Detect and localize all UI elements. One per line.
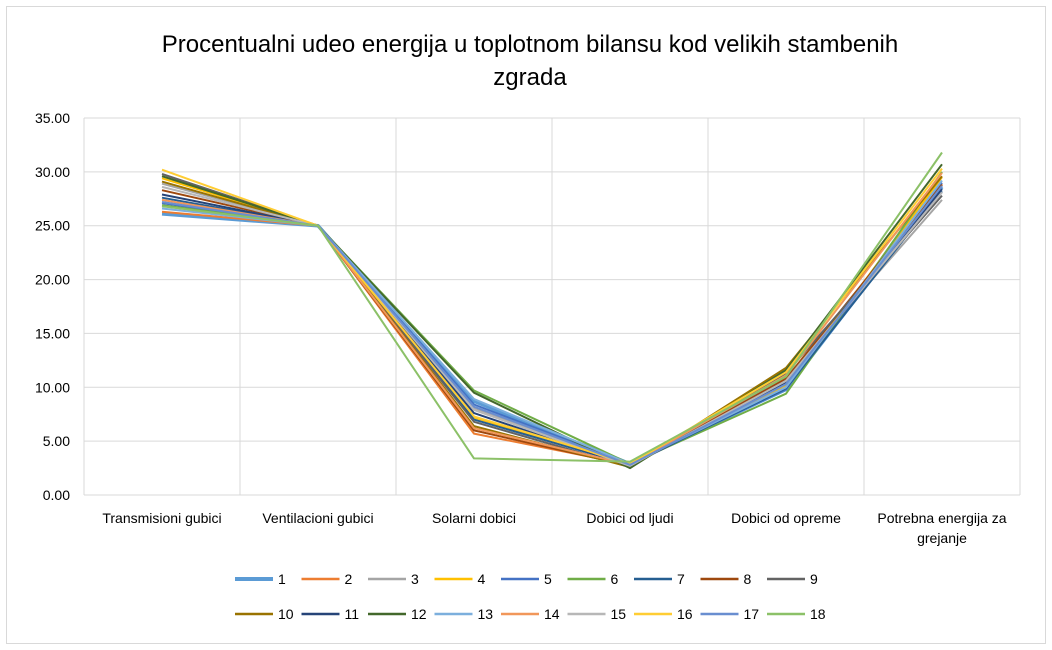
x-tick-label: Transmisioni gubici [102, 510, 221, 526]
legend-item-4[interactable]: 4 [434, 571, 486, 587]
chart-title-line-2: zgrada [493, 64, 567, 91]
legend-item-14[interactable]: 14 [501, 606, 560, 622]
y-tick-label: 20.00 [35, 272, 70, 288]
legend-item-16[interactable]: 16 [634, 606, 693, 622]
legend-label: 13 [478, 606, 494, 622]
legend-item-17[interactable]: 17 [700, 606, 760, 622]
legend-label: 5 [544, 571, 552, 587]
legend-item-6[interactable]: 6 [567, 571, 619, 587]
y-axis: 0.00 5.00 10.00 15.00 20.00 25.00 30.00 35.00 [35, 110, 70, 503]
legend-label: 1 [278, 571, 286, 587]
x-axis: Transmisioni gubici Ventilacioni gubici So… [102, 510, 1006, 546]
x-tick-label: Dobici od opreme [731, 510, 841, 526]
x-tick-label: grejanje [917, 530, 967, 546]
legend-label: 15 [611, 606, 627, 622]
x-tick-label: Dobici od ljudi [586, 510, 673, 526]
legend-label: 11 [345, 606, 360, 622]
x-tick-label: Ventilacioni gubici [262, 510, 373, 526]
legend-item-18[interactable]: 18 [767, 606, 826, 622]
chart-title-line-1: Procentualni udeo energija u toplotnom b… [161, 31, 899, 58]
legend-label: 17 [744, 606, 760, 622]
legend-item-12[interactable]: 12 [368, 606, 427, 622]
series-lines [161, 151, 944, 470]
chart-frame [6, 6, 1046, 644]
y-tick-label: 10.00 [35, 379, 70, 395]
legend-label: 7 [677, 571, 685, 587]
grid [83, 117, 1021, 496]
series-line-18 [161, 151, 943, 463]
legend-item-13[interactable]: 13 [434, 606, 494, 622]
y-tick-label: 5.00 [43, 433, 70, 449]
legend-label: 18 [810, 606, 826, 622]
legend-label: 14 [544, 606, 560, 622]
legend-label: 16 [677, 606, 693, 622]
legend-label: 2 [345, 571, 353, 587]
legend-item-15[interactable]: 15 [567, 606, 627, 622]
legend-item-7[interactable]: 7 [634, 571, 685, 587]
legend-label: 6 [611, 571, 619, 587]
y-tick-label: 15.00 [35, 325, 70, 341]
legend-item-2[interactable]: 2 [301, 571, 353, 587]
legend-label: 3 [411, 571, 419, 587]
y-tick-label: 35.00 [35, 110, 70, 126]
y-tick-label: 30.00 [35, 164, 70, 180]
y-tick-label: 25.00 [35, 218, 70, 234]
legend-item-8[interactable]: 8 [700, 571, 752, 587]
legend-label: 12 [411, 606, 427, 622]
legend-item-3[interactable]: 3 [368, 571, 419, 587]
legend-item-1[interactable]: 1 [235, 571, 286, 587]
legend-item-10[interactable]: 10 [235, 606, 294, 622]
x-tick-label: Potrebna energija za [877, 510, 1006, 526]
legend-label: 8 [744, 571, 752, 587]
legend-label: 4 [478, 571, 486, 587]
x-tick-label: Solarni dobici [432, 510, 516, 526]
y-tick-label: 0.00 [43, 487, 70, 503]
legend-label: 10 [278, 606, 294, 622]
legend[interactable]: 1 2 3 4 5 6 7 8 910 11 12 13 14 15 16 17 18 [235, 571, 826, 622]
legend-item-9[interactable]: 9 [767, 571, 818, 587]
series-line-15 [161, 185, 943, 467]
legend-label: 9 [810, 571, 818, 587]
chart-title: Procentualni udeo energija u toplotnom b… [100, 28, 960, 94]
legend-item-11[interactable]: 11 [301, 606, 360, 622]
legend-item-5[interactable]: 5 [501, 571, 552, 587]
